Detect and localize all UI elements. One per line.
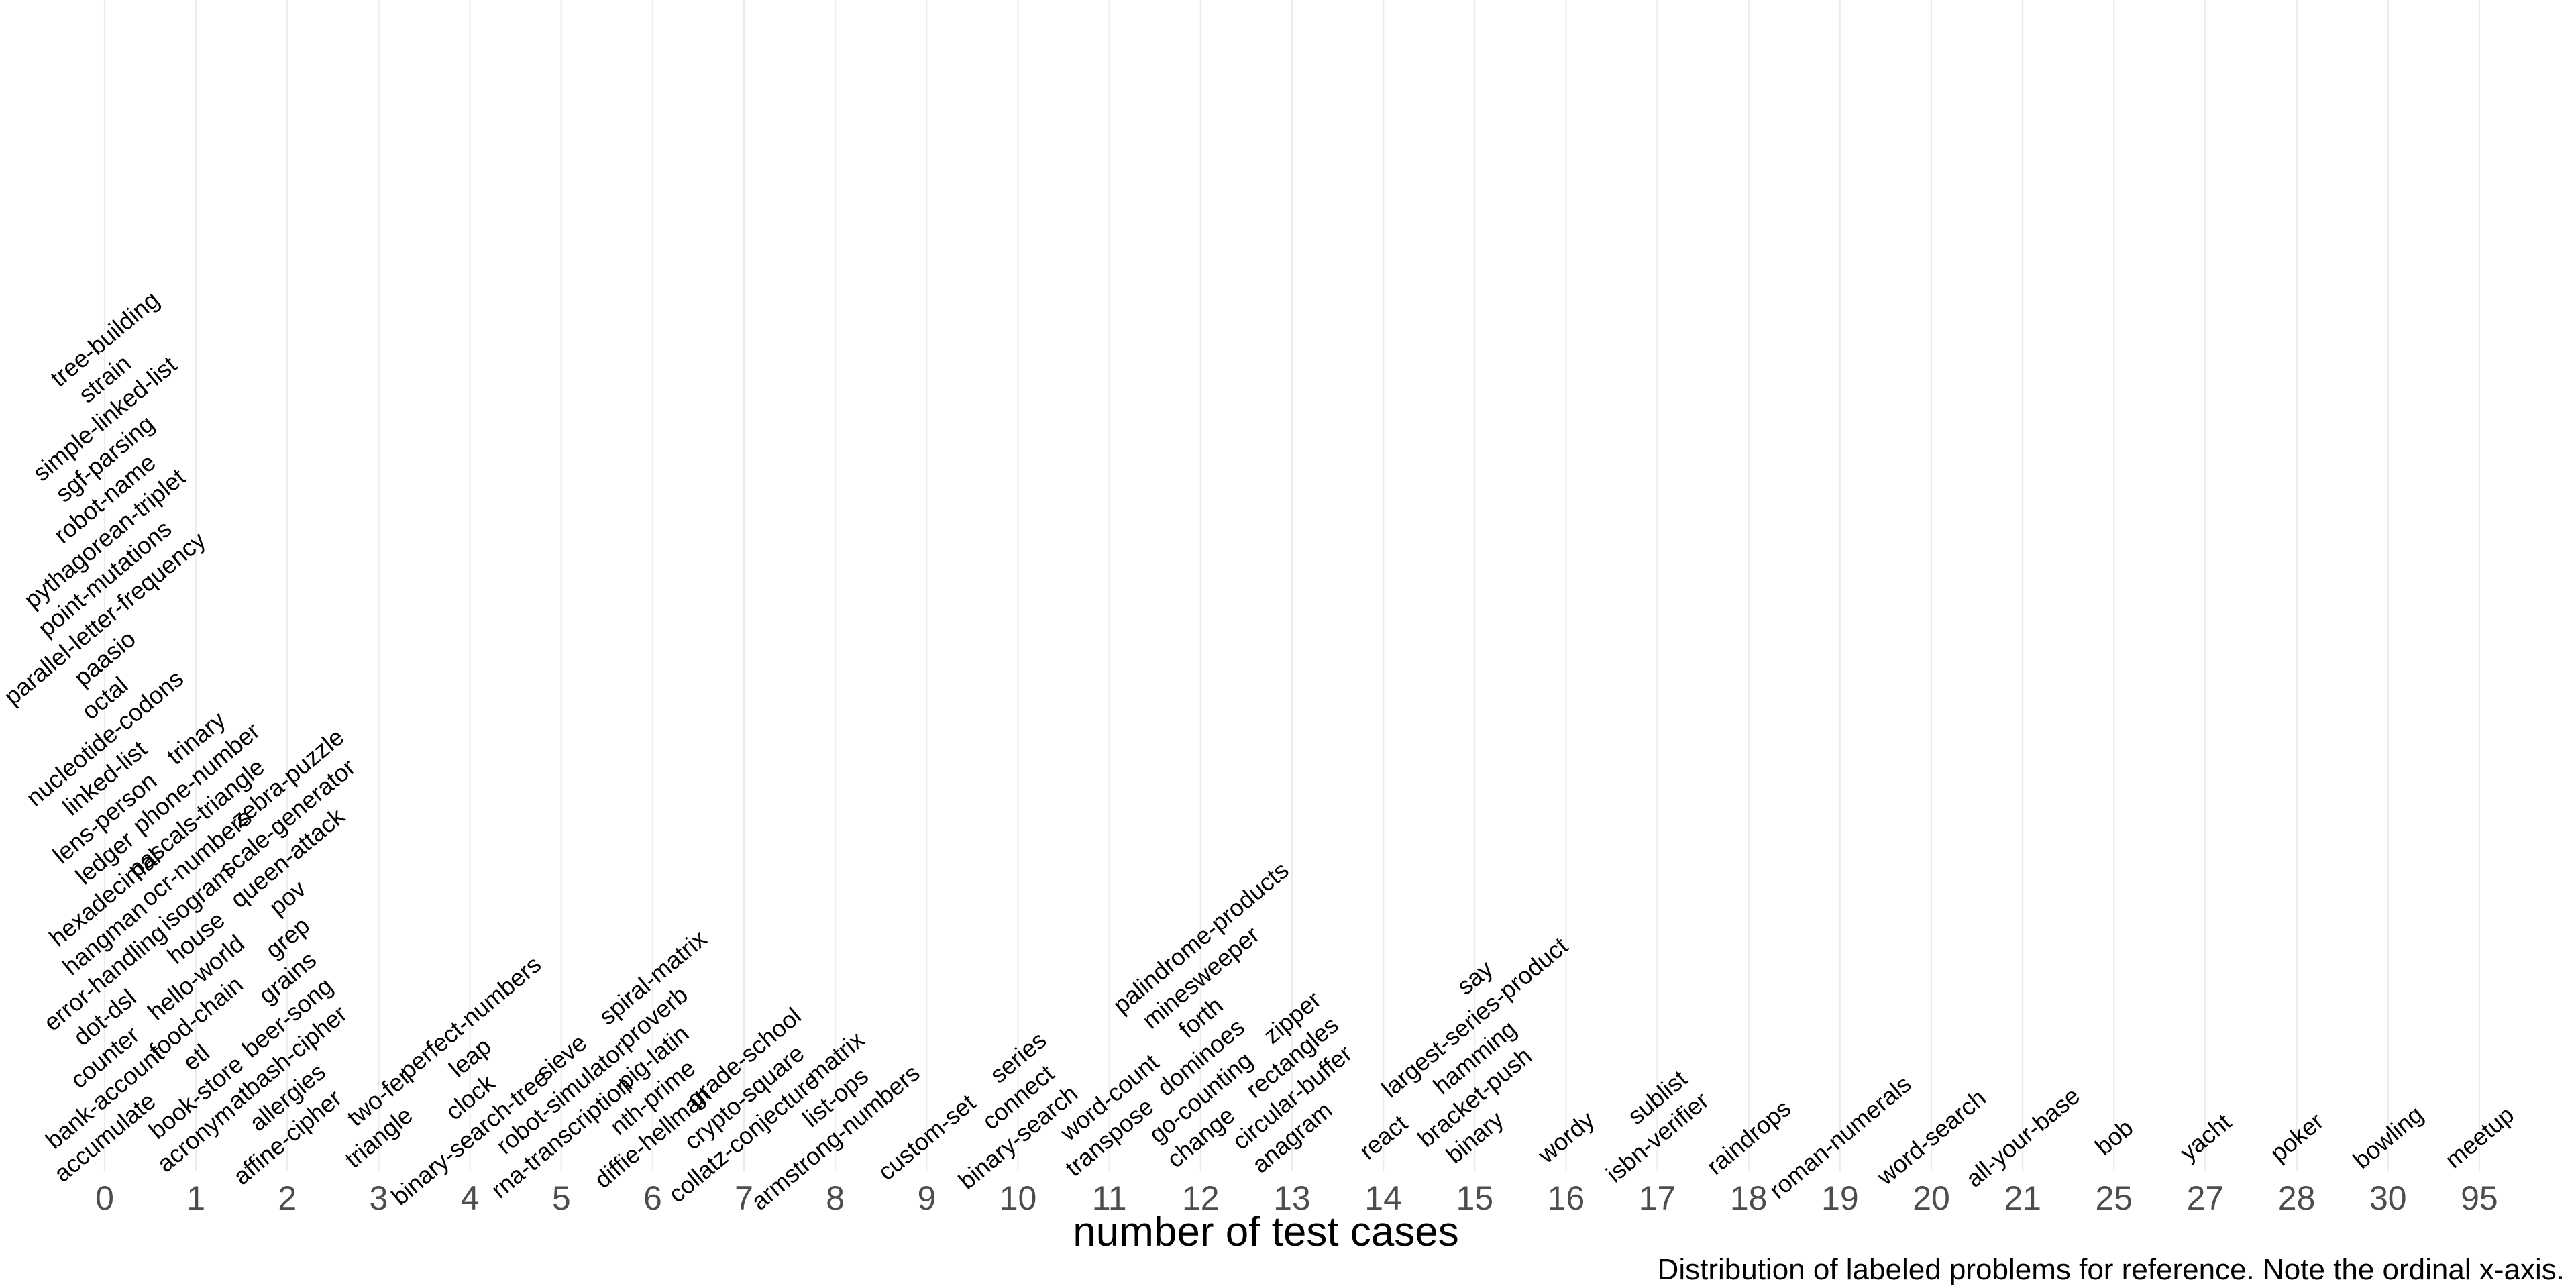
x-tick-label: 1 (186, 1179, 205, 1217)
x-tick-label: 11 (1092, 1179, 1127, 1217)
x-tick-label: 30 (2369, 1179, 2407, 1217)
x-tick-label: 19 (1821, 1179, 1859, 1217)
x-axis-title: number of test cases (1073, 1209, 1459, 1255)
x-tick-label: 95 (2461, 1179, 2498, 1217)
x-tick-label: 25 (2095, 1179, 2133, 1217)
x-tick-label: 16 (1548, 1179, 1585, 1217)
x-tick-label: 17 (1639, 1179, 1676, 1217)
x-tick-label: 21 (2004, 1179, 2041, 1217)
x-tick-label: 10 (1000, 1179, 1037, 1217)
problem-labels: accumulatebank-accountcounterdot-dslerro… (0, 286, 2519, 1216)
x-tick-label: 20 (1913, 1179, 1950, 1217)
x-axis-tick-labels: 0 1 2 3 4 5 6 7 8 9 10 11 12 13 14 15 16 17 18 19 20 21 25 27 28… (95, 1179, 2498, 1217)
chart-caption: Distribution of labeled problems for ref… (1658, 1253, 2565, 1286)
x-tick-label: 4 (461, 1179, 480, 1217)
x-tick-label: 12 (1182, 1179, 1220, 1217)
gridlines (103, 0, 2480, 1171)
x-tick-label: 9 (917, 1179, 936, 1217)
x-tick-label: 8 (826, 1179, 845, 1217)
x-tick-label: 14 (1364, 1179, 1402, 1217)
x-tick-label: 15 (1456, 1179, 1493, 1217)
problem-label: bob (2090, 1114, 2138, 1161)
x-tick-label: 27 (2187, 1179, 2224, 1217)
x-tick-label: 3 (370, 1179, 388, 1217)
x-tick-label: 2 (278, 1179, 297, 1217)
x-tick-label: 13 (1273, 1179, 1311, 1217)
x-tick-label: 18 (1730, 1179, 1768, 1217)
x-tick-label: 7 (735, 1179, 753, 1217)
x-tick-label: 28 (2278, 1179, 2316, 1217)
x-tick-label: 5 (552, 1179, 571, 1217)
x-tick-label: 6 (643, 1179, 662, 1217)
x-tick-label: 0 (95, 1179, 114, 1217)
